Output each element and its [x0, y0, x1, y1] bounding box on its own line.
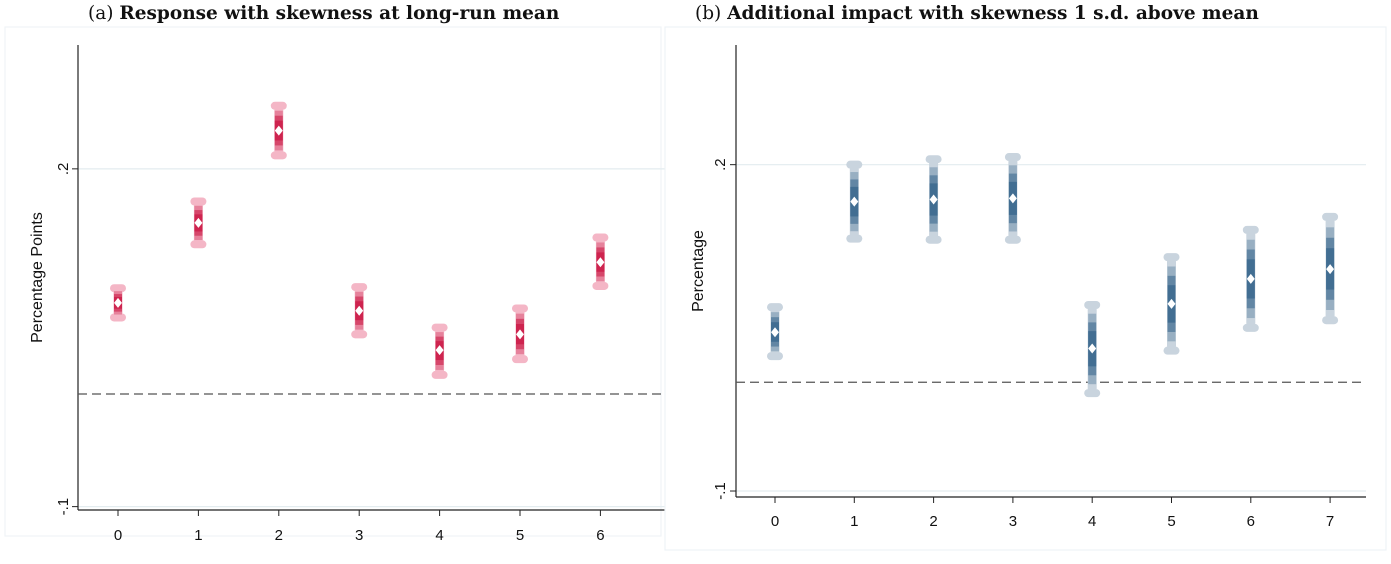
ci-cap-bottom [270, 151, 287, 160]
ci-cap-bottom [110, 313, 126, 322]
panel-a-heading: Response with skewness at long-run mean [119, 3, 560, 24]
x-tick-label: 6 [1247, 513, 1255, 530]
ci-cap-top [1004, 153, 1021, 162]
x-tick-label: 2 [275, 527, 283, 544]
ci-cap-bottom [512, 355, 528, 364]
data-point [767, 303, 783, 361]
data-point [592, 233, 609, 290]
data-point [1084, 300, 1101, 398]
x-tick-label: 3 [355, 527, 363, 544]
x-tick-label: 6 [596, 527, 604, 544]
ci-cap-bottom [1242, 323, 1259, 332]
y-axis-title: Percentage [690, 230, 707, 312]
point-marker [1008, 193, 1017, 204]
x-tick-label: 5 [516, 527, 524, 544]
ci-cap-bottom [767, 352, 783, 361]
panel-b: .2 -.1 0 1 2 3 4 5 6 7 Percentage [664, 26, 1387, 551]
point-marker [1167, 298, 1176, 309]
point-marker [1326, 264, 1335, 275]
ci-cap-bottom [431, 370, 448, 379]
x-tick-label: 4 [1088, 513, 1096, 530]
data-point [846, 160, 863, 243]
ci-cap-bottom [846, 234, 863, 243]
y-tick-label: -.1 [55, 498, 72, 516]
point-marker [194, 217, 203, 228]
x-tick-label: 1 [194, 527, 202, 544]
ci-cap-top [270, 101, 287, 110]
panel-b-heading: Additional impact with skewness 1 s.d. a… [727, 3, 1259, 24]
point-marker [114, 297, 122, 308]
point-marker [1246, 273, 1255, 284]
point-marker [1088, 343, 1097, 354]
y-tick-label: -.1 [712, 482, 729, 500]
point-marker [850, 196, 859, 207]
x-tick-label: 4 [435, 527, 443, 544]
panel-border [4, 26, 662, 537]
ci-cap-bottom [190, 240, 207, 249]
ci-cap-top [846, 160, 863, 169]
data-point [1004, 153, 1021, 244]
panel-b-tag: (b) [695, 3, 722, 24]
data-point [512, 304, 528, 364]
panel-a-tag: (a) [88, 3, 114, 24]
ci-cap-top [1242, 225, 1259, 234]
ci-cap-top [190, 197, 207, 206]
ci-cap-bottom [1163, 346, 1180, 355]
ci-cap-bottom [1004, 235, 1021, 244]
data-point [431, 323, 448, 379]
panel-a: .2 -.1 0 1 2 3 4 5 6 Percentage Points [4, 26, 665, 544]
ci-cap-bottom [592, 281, 609, 290]
ci-cap-top [592, 233, 609, 242]
ci-cap-top [110, 284, 126, 293]
data-point [270, 101, 287, 160]
x-tick-label: 5 [1167, 513, 1175, 530]
x-tick-label: 2 [929, 513, 937, 530]
ci-cap-top [767, 303, 783, 312]
panel-a-title: (a) Response with skewness at long-run m… [88, 3, 559, 24]
point-marker [435, 345, 444, 356]
ci-cap-top [925, 155, 942, 164]
point-marker [771, 327, 779, 338]
data-point [1163, 253, 1180, 355]
ci-cap-top [512, 304, 528, 313]
point-marker [355, 305, 364, 316]
panel-b-title: (b) Additional impact with skewness 1 s.… [695, 3, 1259, 24]
panel-border [664, 26, 1387, 551]
ci-cap-top [1322, 212, 1339, 221]
data-point [1242, 225, 1259, 332]
x-tick-label: 7 [1326, 513, 1334, 530]
ci-cap-top [351, 283, 368, 292]
point-marker [929, 194, 938, 205]
y-tick-label: .2 [55, 163, 72, 176]
point-marker [596, 257, 605, 268]
ci-cap-top [1084, 300, 1101, 309]
ci-cap-top [431, 323, 448, 332]
x-tick-label: 1 [850, 513, 858, 530]
ci-cap-bottom [1084, 389, 1101, 398]
ci-cap-bottom [1322, 316, 1339, 325]
point-marker [274, 125, 283, 136]
x-tick-label: 0 [771, 513, 779, 530]
y-tick-label: .2 [712, 158, 729, 171]
ci-cap-bottom [925, 235, 942, 244]
data-point [1322, 212, 1339, 325]
ci-cap-bottom [351, 330, 368, 339]
data-point [110, 284, 126, 322]
data-point [925, 155, 942, 244]
data-point [351, 283, 368, 339]
x-tick-label: 3 [1009, 513, 1017, 530]
ci-cap-top [1163, 253, 1180, 262]
data-point [190, 197, 207, 249]
y-axis-title: Percentage Points [29, 212, 46, 343]
x-tick-label: 0 [114, 527, 122, 544]
point-marker [516, 329, 524, 340]
